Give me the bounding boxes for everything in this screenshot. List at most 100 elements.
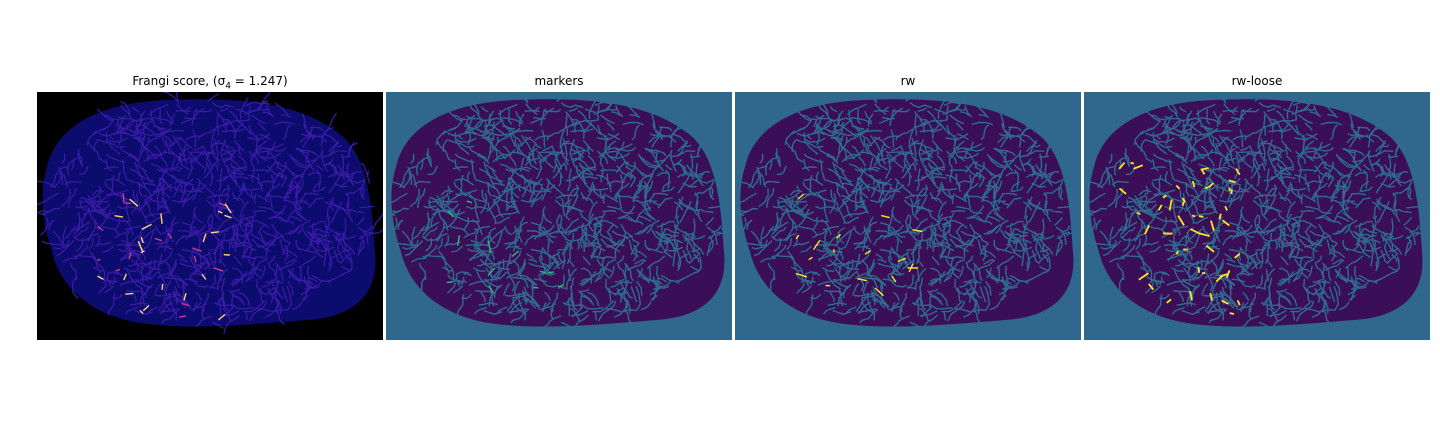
vein-stroke	[105, 178, 126, 186]
vein-stroke	[879, 199, 887, 202]
vein-stroke	[1268, 292, 1273, 308]
vein-stroke	[73, 212, 81, 236]
highlight-stroke	[1148, 283, 1154, 291]
vein-stroke	[1246, 152, 1264, 156]
vein-stroke	[135, 261, 152, 265]
vein-stroke	[159, 177, 171, 199]
vein-stroke	[448, 120, 463, 131]
vein-stroke	[176, 103, 189, 115]
vein-stroke	[1045, 141, 1053, 156]
vein-stroke	[1278, 192, 1287, 202]
vein-stroke	[131, 193, 139, 214]
vein-stroke	[252, 256, 262, 280]
vein-stroke	[592, 185, 604, 200]
vein-stroke	[1204, 294, 1218, 312]
vein-stroke	[504, 229, 521, 245]
vein-stroke	[1224, 253, 1233, 260]
vein-stroke	[1164, 123, 1170, 146]
vein-stroke	[356, 217, 365, 226]
vein-stroke	[685, 238, 693, 260]
vein-stroke	[484, 137, 498, 162]
vein-stroke	[1110, 174, 1116, 188]
vein-stroke	[682, 182, 697, 188]
vein-stroke	[887, 211, 893, 237]
vein-stroke	[464, 114, 476, 128]
vein-stroke	[983, 258, 994, 265]
vein-stroke	[313, 235, 330, 243]
vein-stroke	[487, 182, 501, 197]
vein-stroke	[295, 147, 318, 157]
vein-stroke	[520, 157, 525, 172]
vein-stroke	[184, 117, 197, 120]
highlight-stroke	[795, 272, 808, 278]
vein-stroke	[542, 108, 562, 113]
vein-stroke	[971, 121, 993, 126]
vein-stroke	[328, 140, 340, 157]
vein-stroke	[979, 161, 985, 180]
vein-stroke	[538, 211, 544, 237]
vein-stroke	[592, 219, 619, 229]
vein-stroke	[1313, 146, 1335, 152]
vein-stroke	[1136, 250, 1149, 274]
vein-stroke	[218, 258, 226, 268]
vein-stroke	[221, 292, 226, 308]
vein-stroke	[829, 193, 837, 214]
vein-stroke	[1256, 174, 1260, 187]
vein-stroke	[475, 270, 493, 290]
highlight-stroke	[124, 202, 132, 205]
vein-stroke	[555, 215, 563, 234]
panel-frangi	[37, 92, 383, 340]
vein-stroke	[233, 140, 245, 152]
vein-stroke	[326, 215, 331, 232]
vein-stroke	[708, 205, 724, 209]
vein-stroke	[690, 155, 701, 158]
vein-stroke	[255, 92, 271, 111]
vein-stroke	[915, 194, 928, 215]
vein-stroke	[1137, 199, 1156, 203]
vein-stroke	[922, 184, 928, 197]
vein-stroke	[333, 249, 342, 264]
vein-stroke	[890, 246, 910, 270]
vein-stroke	[973, 302, 983, 326]
vein-stroke	[568, 207, 584, 213]
vein-stroke	[1152, 159, 1159, 172]
highlight-stroke	[217, 313, 226, 321]
vein-stroke	[157, 180, 161, 192]
vein-stroke	[447, 185, 451, 195]
vein-stroke	[447, 282, 457, 294]
vein-stroke	[473, 225, 491, 231]
vein-stroke	[1207, 167, 1215, 181]
vein-stroke	[1084, 192, 1106, 206]
vein-stroke	[292, 200, 308, 204]
vein-stroke	[571, 120, 578, 127]
vein-stroke	[1357, 126, 1371, 132]
vein-stroke	[150, 109, 167, 130]
vein-stroke	[1200, 145, 1210, 156]
vein-stroke	[258, 133, 271, 141]
vein-stroke	[976, 215, 993, 225]
vein-stroke	[1030, 165, 1043, 176]
vein-stroke	[466, 123, 472, 146]
vein-stroke	[663, 238, 669, 254]
vein-stroke	[646, 247, 664, 254]
vein-stroke	[963, 292, 976, 295]
vein-stroke	[1290, 219, 1317, 229]
vein-stroke	[602, 193, 606, 205]
vein-stroke	[1304, 307, 1321, 313]
vein-stroke	[206, 193, 229, 199]
vein-stroke	[1314, 261, 1325, 286]
highlight-stroke	[488, 285, 495, 294]
vein-stroke	[166, 110, 175, 123]
vein-stroke	[1026, 201, 1046, 212]
vein-stroke	[949, 238, 971, 247]
vein-stroke	[977, 239, 989, 258]
vein-stroke	[600, 167, 604, 183]
vein-stroke	[455, 271, 471, 276]
vein-stroke	[413, 225, 426, 240]
vein-stroke	[670, 151, 677, 172]
vein-stroke	[720, 212, 732, 231]
vein-stroke	[1139, 203, 1158, 213]
highlight-stroke	[210, 231, 220, 234]
vein-stroke	[175, 235, 186, 246]
vein-stroke	[172, 185, 178, 198]
